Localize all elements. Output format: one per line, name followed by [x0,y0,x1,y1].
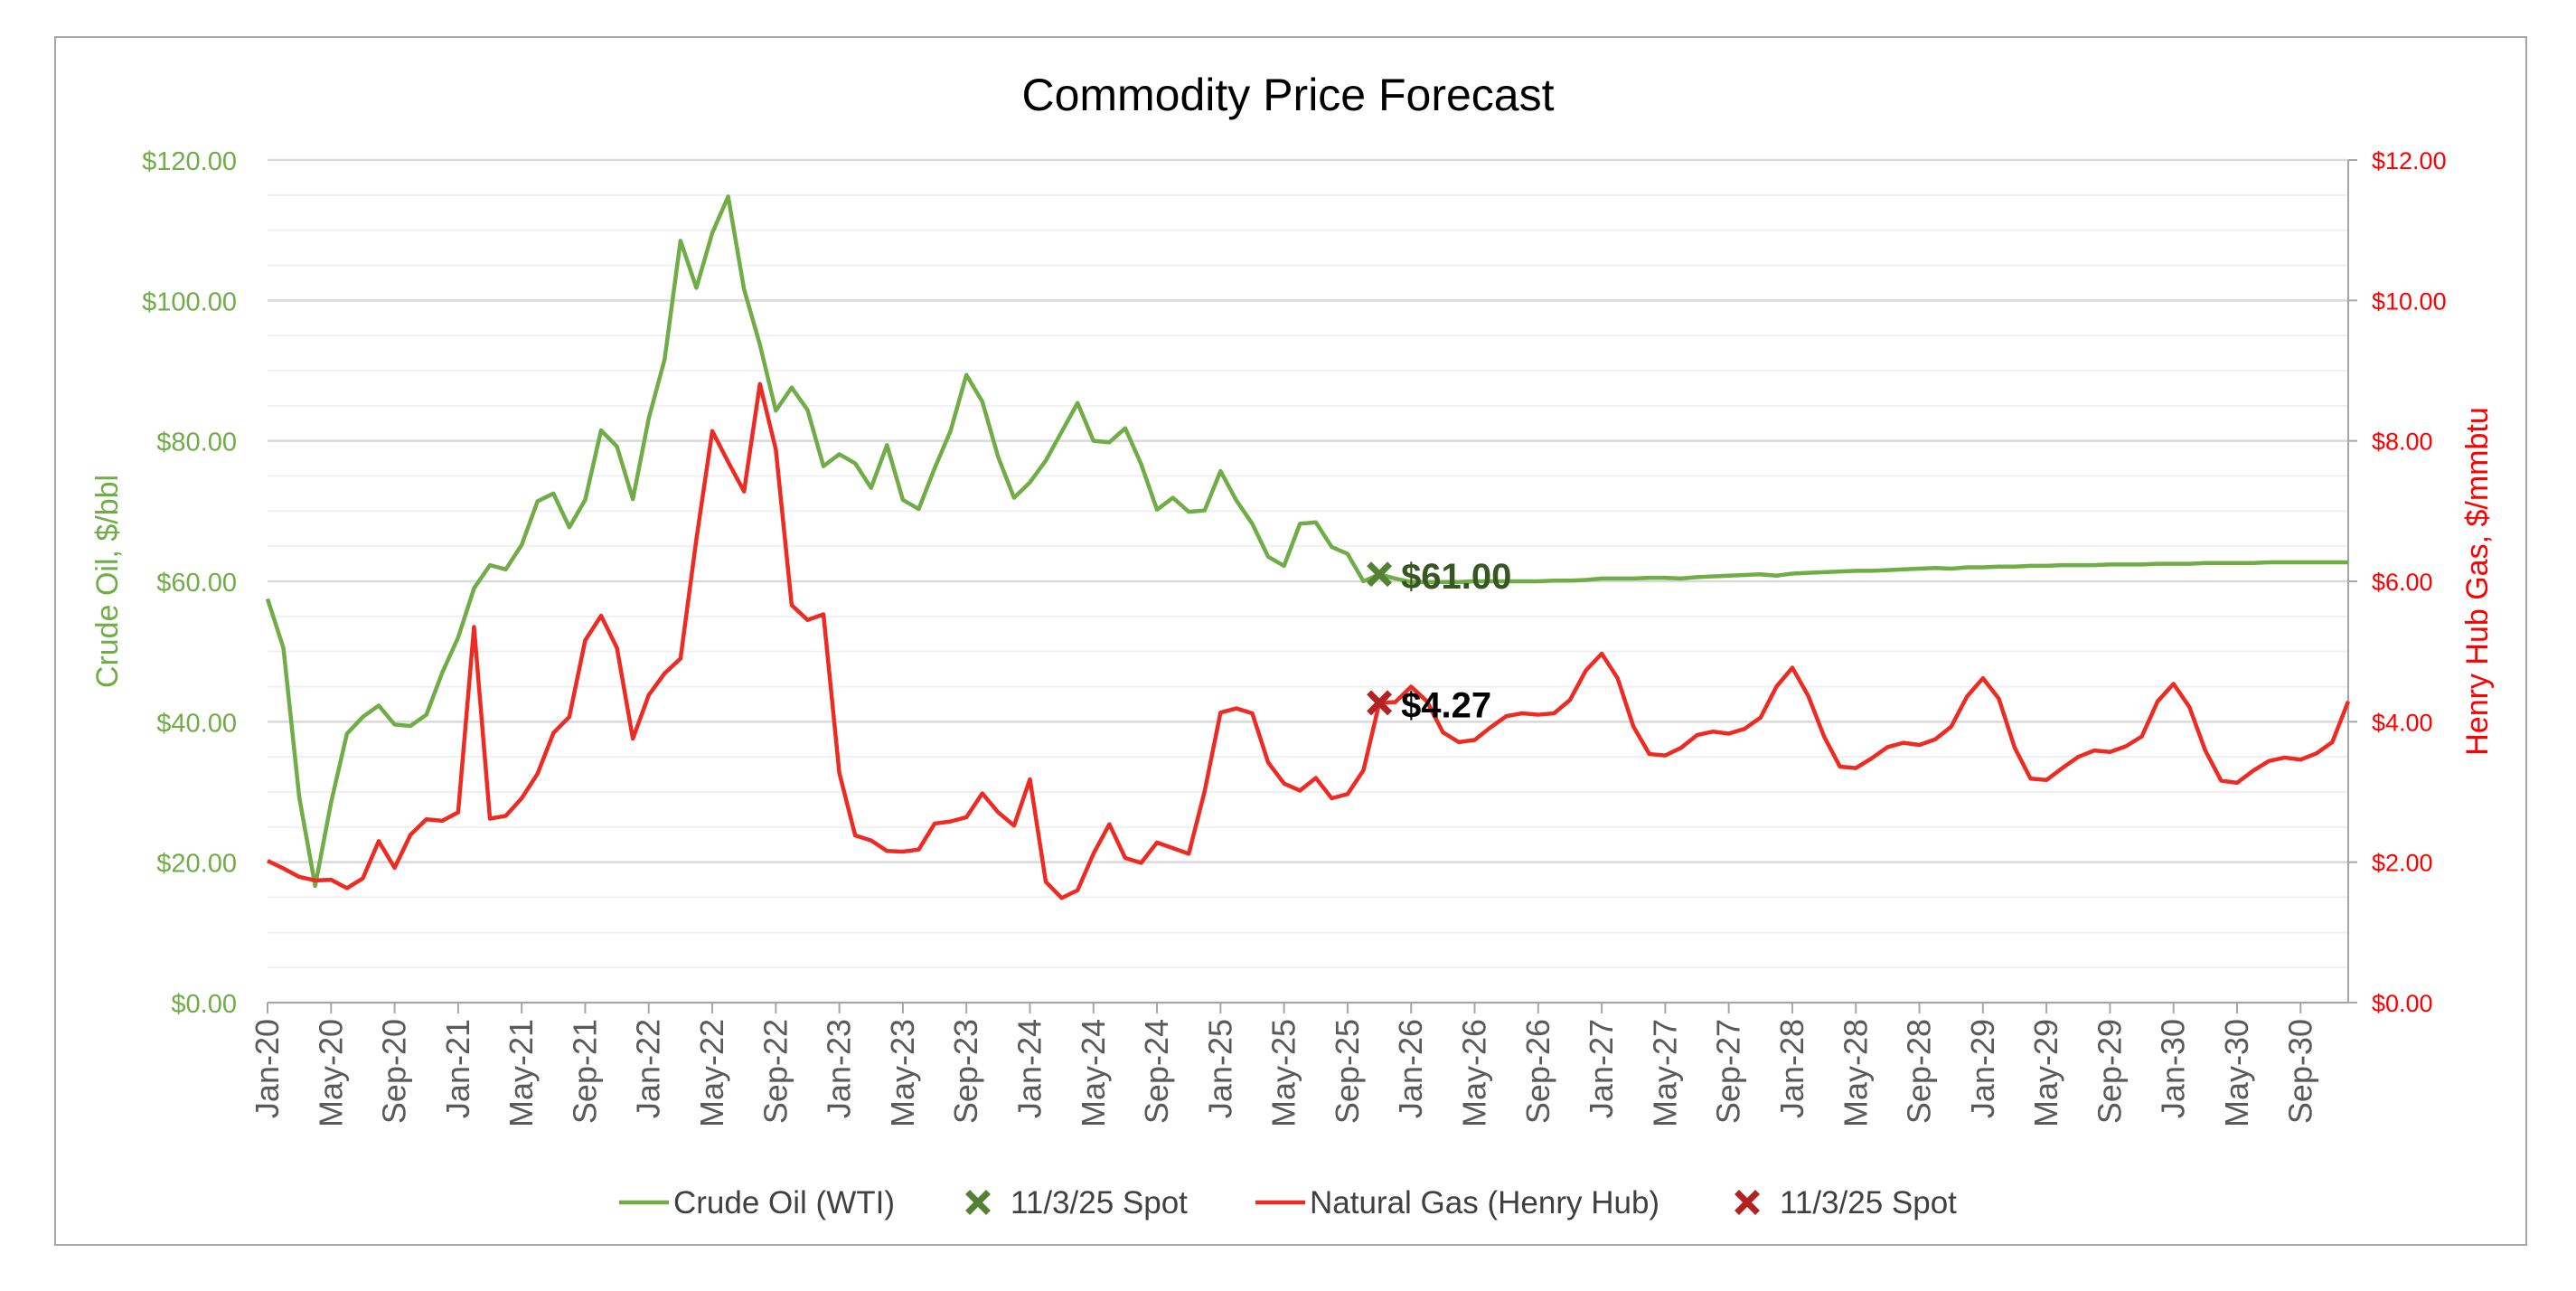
x-tick-label: May-20 [312,1019,349,1127]
x-tick-label: Sep-24 [1138,1019,1175,1124]
oil-spot-data-label: $61.00 [1401,557,1511,597]
gas-spot-data-label: $4.27 [1401,685,1491,725]
x-tick-label: Sep-28 [1901,1019,1938,1124]
legend: Crude Oil (WTI) 11/3/25 Spot Natural Gas (… [619,1185,1957,1220]
y-right-tick-label: $8.00 [2372,429,2433,456]
x-tick-label: Jan-27 [1583,1019,1620,1118]
legend-label: 11/3/25 Spot [1780,1185,1957,1220]
x-tick-label: Jan-28 [1773,1019,1810,1118]
x-tick-label: Sep-29 [2091,1019,2128,1124]
y-right-tick-label: $4.00 [2372,709,2433,736]
x-tick-label: May-28 [1837,1019,1874,1127]
x-tick-label: Sep-27 [1710,1019,1747,1124]
x-tick-label: Jan-24 [1011,1019,1048,1118]
y-left-tick-label: $0.00 [171,990,237,1019]
x-tick-label: May-25 [1265,1019,1302,1127]
x-tick-label: Jan-20 [249,1019,286,1118]
chart-frame [54,36,2527,1246]
series-layer: $61.00 $4.27 [265,194,2351,900]
y-right-tick-label: $10.00 [2372,287,2447,315]
y-right-tick-label: $0.00 [2372,990,2433,1017]
x-tick-label: May-24 [1075,1019,1112,1127]
legend-label: Natural Gas (Henry Hub) [1310,1185,1659,1220]
chart-title: Commodity Price Forecast [1021,70,1554,120]
x-tick-label: May-26 [1456,1019,1493,1127]
legend-marker-3 [1735,1190,1760,1215]
y-left-tick-label: $60.00 [156,569,237,598]
legend-label: Crude Oil (WTI) [673,1185,895,1220]
x-tick-label: May-30 [2218,1019,2255,1127]
x-tick-label: Jan-21 [439,1019,476,1118]
oil-spot-marker [1367,561,1393,588]
y-left-tick-label: $100.00 [142,287,237,316]
legend-marker-1 [965,1190,991,1215]
x-tick-label: Jan-25 [1201,1019,1238,1118]
y-left-tick-label: $120.00 [142,147,237,176]
crude-oil-line [265,194,2348,889]
x-tick-label: May-22 [693,1019,730,1127]
y-left-tick-label: $20.00 [156,850,237,879]
x-tick-label: May-21 [503,1019,540,1127]
x-tick-label: Sep-21 [566,1019,603,1124]
natural-gas-line [267,382,2351,900]
x-tick-label: Sep-26 [1519,1019,1556,1124]
y-left-tick-label: $80.00 [156,429,237,457]
y-axis-right-title: Henry Hub Gas, $/mmbtu [2460,407,2495,755]
x-tick-label: Sep-22 [757,1019,794,1124]
gas-spot-marker [1367,690,1393,716]
legend-label: 11/3/25 Spot [1011,1185,1188,1220]
x-tick-label: May-29 [2027,1019,2064,1127]
y-right-tick-label: $12.00 [2372,147,2447,174]
x-tick-label: May-23 [884,1019,921,1127]
x-tick-label: Sep-23 [947,1019,984,1124]
x-tick-label: Jan-22 [630,1019,667,1118]
x-tick-label: Jan-23 [821,1019,858,1118]
x-tick-label: Sep-20 [376,1019,413,1124]
x-tick-label: Sep-30 [2281,1019,2318,1124]
axes: $0.00 $20.00 $40.00 $60.00 $80.00 $100.00 $120… [142,147,2446,1127]
y-axis-left-title: Crude Oil, $/bbl [90,475,125,688]
y-left-tick-label: $40.00 [156,709,237,738]
x-tick-label: Sep-25 [1329,1019,1366,1124]
y-right-tick-label: $6.00 [2372,569,2433,596]
y-right-tick-label: $2.00 [2372,850,2433,877]
x-tick-label: Jan-30 [2155,1019,2192,1118]
x-tick-label: Jan-29 [1964,1019,2001,1118]
gridlines [268,158,2348,1004]
x-tick-label: May-27 [1646,1019,1683,1127]
x-tick-label: Jan-26 [1392,1019,1429,1118]
